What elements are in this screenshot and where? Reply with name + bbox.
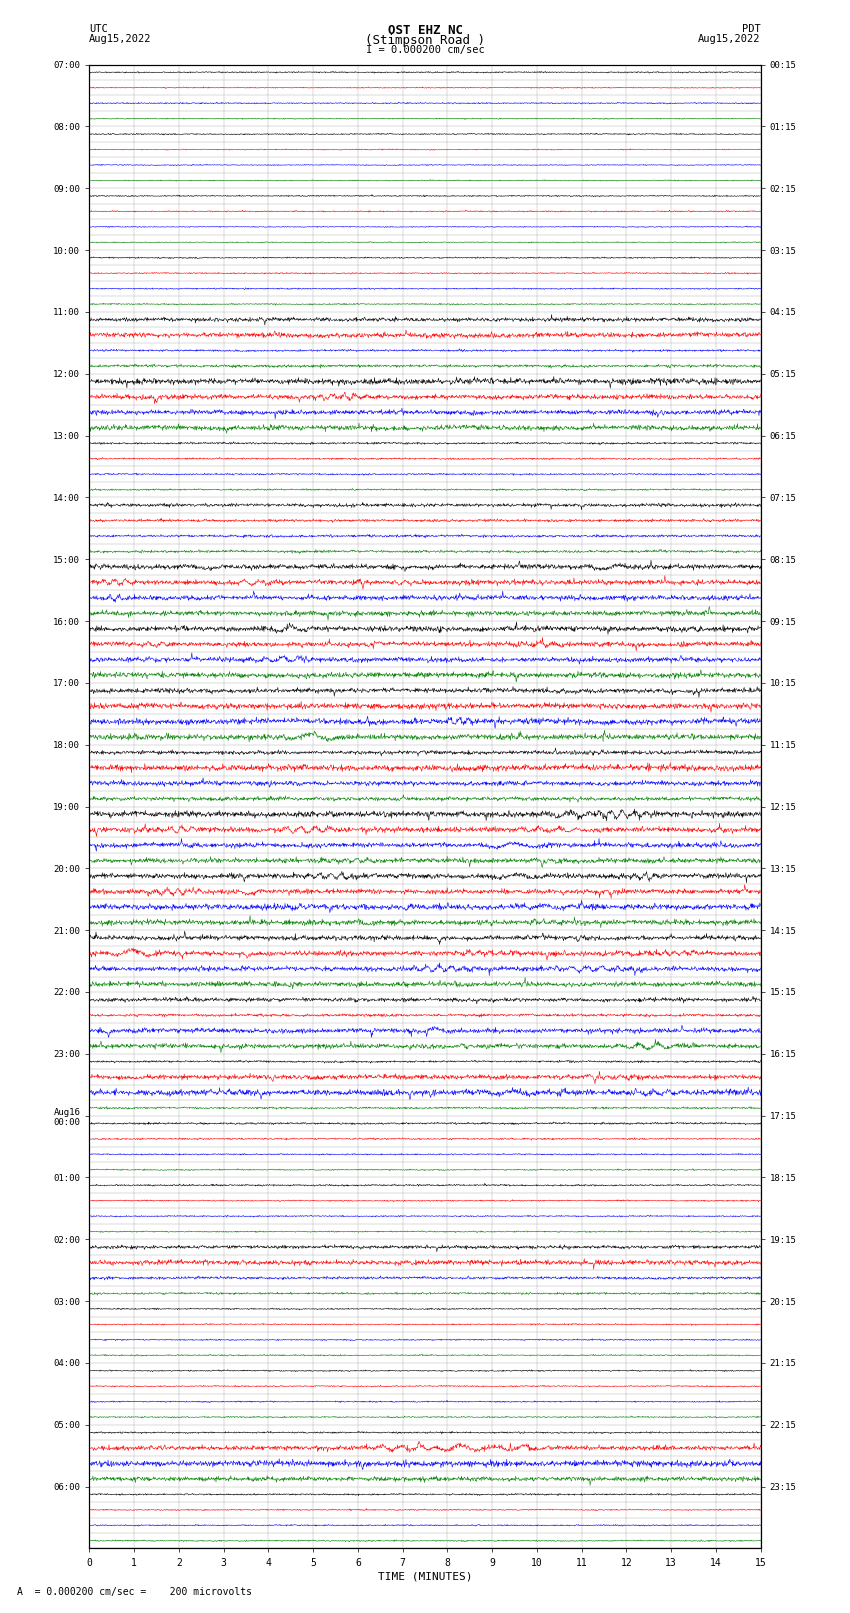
Text: Aug15,2022: Aug15,2022 [698, 34, 761, 44]
X-axis label: TIME (MINUTES): TIME (MINUTES) [377, 1571, 473, 1582]
Text: Aug15,2022: Aug15,2022 [89, 34, 152, 44]
Text: (Stimpson Road ): (Stimpson Road ) [365, 34, 485, 47]
Text: I = 0.000200 cm/sec: I = 0.000200 cm/sec [366, 45, 484, 55]
Text: A  = 0.000200 cm/sec =    200 microvolts: A = 0.000200 cm/sec = 200 microvolts [17, 1587, 252, 1597]
Text: UTC: UTC [89, 24, 108, 34]
Text: PDT: PDT [742, 24, 761, 34]
Text: OST EHZ NC: OST EHZ NC [388, 24, 462, 37]
